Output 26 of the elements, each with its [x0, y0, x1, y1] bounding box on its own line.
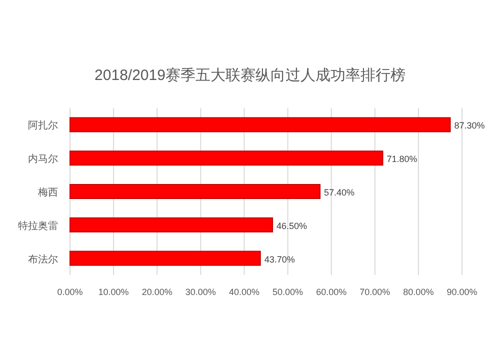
- x-tick-label: 40.00%: [228, 287, 260, 297]
- y-tick-label: 特拉奥雷: [18, 220, 58, 232]
- y-tick-label: 内马尔: [28, 153, 58, 166]
- x-tick-label: 70.00%: [360, 287, 390, 297]
- x-tick-label: 30.00%: [185, 287, 216, 297]
- x-tick-label: 10.00%: [98, 287, 129, 297]
- data-label: 43.70%: [264, 254, 295, 264]
- y-tick-label: 阿扎尔: [28, 120, 58, 132]
- x-tick-label: 0.00%: [57, 287, 83, 297]
- bar: [70, 117, 451, 132]
- x-tick-label: 60.00%: [316, 287, 347, 297]
- data-label: 46.50%: [276, 220, 308, 231]
- x-tick-label: 90.00%: [446, 287, 478, 297]
- bar: [70, 184, 321, 199]
- data-label: 57.40%: [324, 188, 355, 198]
- data-label: 71.80%: [386, 154, 418, 164]
- chart-title: 2018/2019赛季五大联赛纵向过人成功率排行榜: [94, 67, 406, 84]
- x-tick-label: 50.00%: [272, 287, 304, 297]
- x-tick-label: 80.00%: [403, 287, 434, 297]
- x-tick-label: 20.00%: [142, 287, 172, 297]
- y-tick-label: 布法尔: [28, 253, 58, 266]
- y-tick-label: 梅西: [37, 186, 58, 198]
- bar: [70, 150, 384, 166]
- bar: [70, 217, 274, 232]
- bar: [70, 250, 261, 266]
- data-label: 87.30%: [454, 120, 485, 131]
